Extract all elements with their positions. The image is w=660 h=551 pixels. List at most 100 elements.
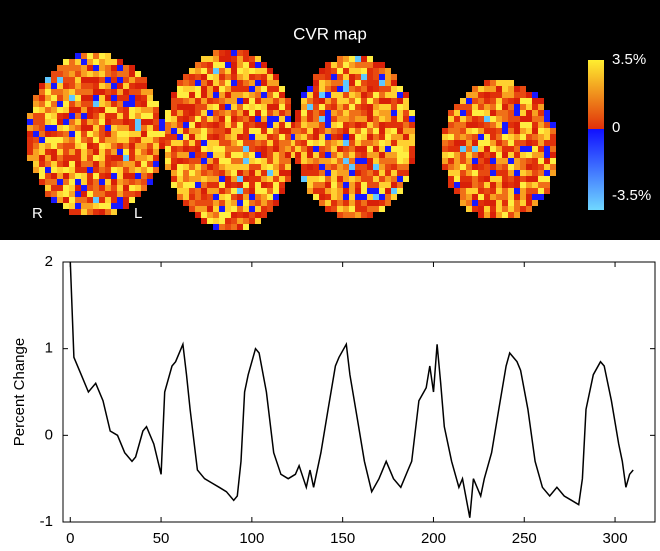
brain-voxel <box>219 152 225 158</box>
brain-voxel <box>81 119 87 125</box>
brain-voxel <box>319 134 325 140</box>
brain-voxel <box>213 152 219 158</box>
brain-voxel <box>484 188 490 194</box>
brain-voxel <box>273 116 279 122</box>
brain-voxel <box>361 206 367 212</box>
brain-voxel <box>45 101 51 107</box>
brain-voxel <box>337 176 343 182</box>
brain-voxel <box>379 182 385 188</box>
brain-voxel <box>123 83 129 89</box>
brain-voxel <box>355 62 361 68</box>
brain-voxel <box>105 119 111 125</box>
brain-voxel <box>454 122 460 128</box>
brain-voxel <box>57 95 63 101</box>
brain-voxel <box>261 110 267 116</box>
x-tick-label: 300 <box>603 530 628 547</box>
brain-voxel <box>538 134 544 140</box>
brain-voxel <box>367 98 373 104</box>
brain-voxel <box>201 56 207 62</box>
brain-voxel <box>295 158 301 164</box>
brain-voxel <box>403 110 409 116</box>
brain-voxel <box>343 56 349 62</box>
brain-voxel <box>279 164 285 170</box>
brain-voxel <box>349 110 355 116</box>
brain-voxel <box>237 56 243 62</box>
plot-frame <box>62 261 656 523</box>
brain-voxel <box>490 80 496 86</box>
brain-voxel <box>466 122 472 128</box>
brain-voxel <box>307 110 313 116</box>
brain-voxel <box>349 86 355 92</box>
brain-voxel <box>177 92 183 98</box>
brain-voxel <box>397 152 403 158</box>
brain-voxel <box>207 200 213 206</box>
brain-voxel <box>373 80 379 86</box>
brain-voxel <box>57 131 63 137</box>
brain-voxel <box>153 119 159 125</box>
brain-voxel <box>301 134 307 140</box>
brain-voxel <box>295 128 301 134</box>
brain-voxel <box>301 122 307 128</box>
brain-voxel <box>243 110 249 116</box>
brain-voxel <box>508 128 514 134</box>
brain-voxel <box>207 146 213 152</box>
brain-voxel <box>51 149 57 155</box>
brain-voxel <box>111 125 117 131</box>
brain-voxel <box>219 188 225 194</box>
brain-voxel <box>219 104 225 110</box>
brain-voxel <box>550 146 556 152</box>
brain-voxel <box>27 149 33 155</box>
brain-voxel <box>325 146 331 152</box>
brain-voxel <box>337 170 343 176</box>
brain-voxel <box>69 191 75 197</box>
brain-voxel <box>213 104 219 110</box>
brain-voxel <box>81 59 87 65</box>
brain-voxel <box>331 104 337 110</box>
brain-voxel <box>520 122 526 128</box>
colorbar <box>588 60 604 210</box>
brain-voxel <box>219 92 225 98</box>
brain-voxel <box>57 83 63 89</box>
brain-voxel <box>135 179 141 185</box>
brain-voxel <box>355 146 361 152</box>
brain-voxel <box>201 110 207 116</box>
brain-voxel <box>231 62 237 68</box>
brain-voxel <box>337 104 343 110</box>
brain-voxel <box>442 152 448 158</box>
brain-voxel <box>195 92 201 98</box>
x-tick-label: 0 <box>66 530 74 547</box>
brain-voxel <box>201 68 207 74</box>
brain-voxel <box>279 146 285 152</box>
brain-voxel <box>538 164 544 170</box>
brain-voxel <box>201 104 207 110</box>
brain-voxel <box>355 200 361 206</box>
brain-voxel <box>177 188 183 194</box>
brain-voxel <box>255 62 261 68</box>
brain-voxel <box>508 170 514 176</box>
brain-voxel <box>391 92 397 98</box>
brain-voxel <box>93 161 99 167</box>
brain-voxel <box>307 98 313 104</box>
brain-voxel <box>129 191 135 197</box>
brain-voxel <box>472 188 478 194</box>
brain-voxel <box>301 140 307 146</box>
brain-voxel <box>448 182 454 188</box>
brain-voxel <box>502 194 508 200</box>
brain-voxel <box>385 200 391 206</box>
brain-voxel <box>261 122 267 128</box>
brain-voxel <box>496 140 502 146</box>
brain-voxel <box>51 197 57 203</box>
brain-voxel <box>496 146 502 152</box>
brain-voxel <box>261 62 267 68</box>
brain-voxel <box>313 92 319 98</box>
brain-voxel <box>391 140 397 146</box>
brain-voxel <box>111 83 117 89</box>
brain-voxel <box>93 197 99 203</box>
brain-voxel <box>255 122 261 128</box>
brain-voxel <box>99 101 105 107</box>
brain-voxel <box>279 104 285 110</box>
brain-voxel <box>99 173 105 179</box>
brain-voxel <box>189 146 195 152</box>
brain-voxel <box>319 74 325 80</box>
brain-voxel <box>135 119 141 125</box>
